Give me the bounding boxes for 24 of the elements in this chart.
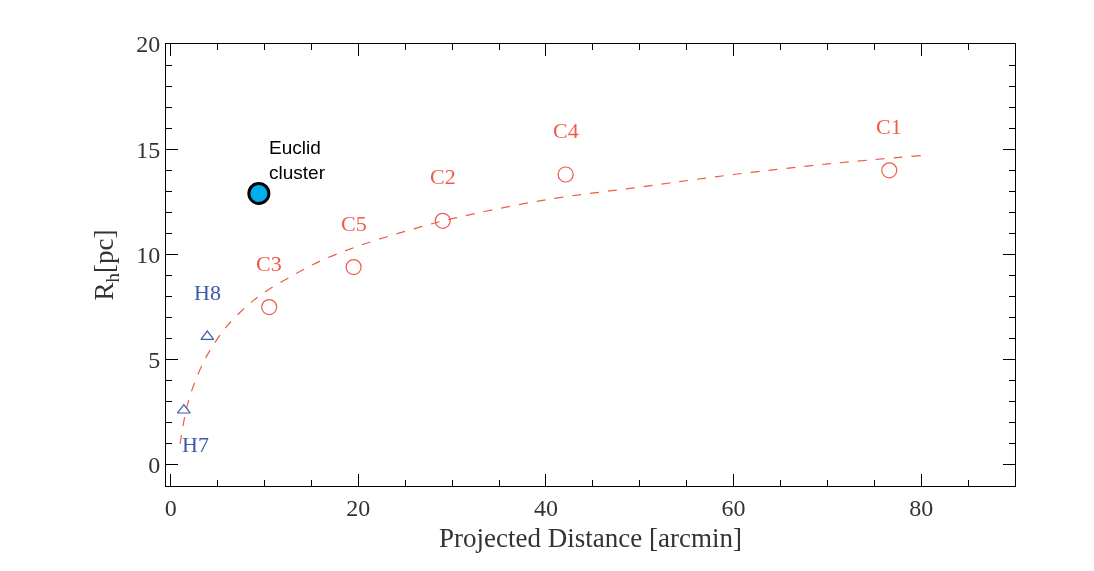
y-tick-label: 5 (148, 347, 161, 374)
point (434, 212, 451, 229)
y-tick-label: 0 (148, 452, 161, 479)
y-tick-label: 10 (136, 241, 161, 268)
x-tick-label: 40 (533, 494, 558, 521)
point (881, 162, 898, 179)
annotation: H7 (182, 432, 209, 457)
x-tick-label: 60 (721, 494, 746, 521)
point (261, 299, 278, 316)
annotation: C5 (341, 211, 367, 236)
point (345, 259, 362, 276)
annotation: C4 (553, 118, 579, 143)
annotation: C2 (430, 164, 456, 189)
y-tick-label: 15 (136, 136, 161, 163)
x-tick-label: 20 (346, 494, 371, 521)
x-axis-title: Projected Distance [arcmin] (439, 523, 742, 554)
point (557, 166, 574, 183)
series-label: Euclid cluster (269, 137, 326, 183)
annotation: C3 (256, 251, 282, 276)
x-tick-label: 80 (909, 494, 934, 521)
annotation: H8 (194, 280, 221, 305)
annotation: C1 (876, 114, 902, 139)
y-tick-label: 20 (136, 31, 161, 58)
point (247, 181, 271, 205)
